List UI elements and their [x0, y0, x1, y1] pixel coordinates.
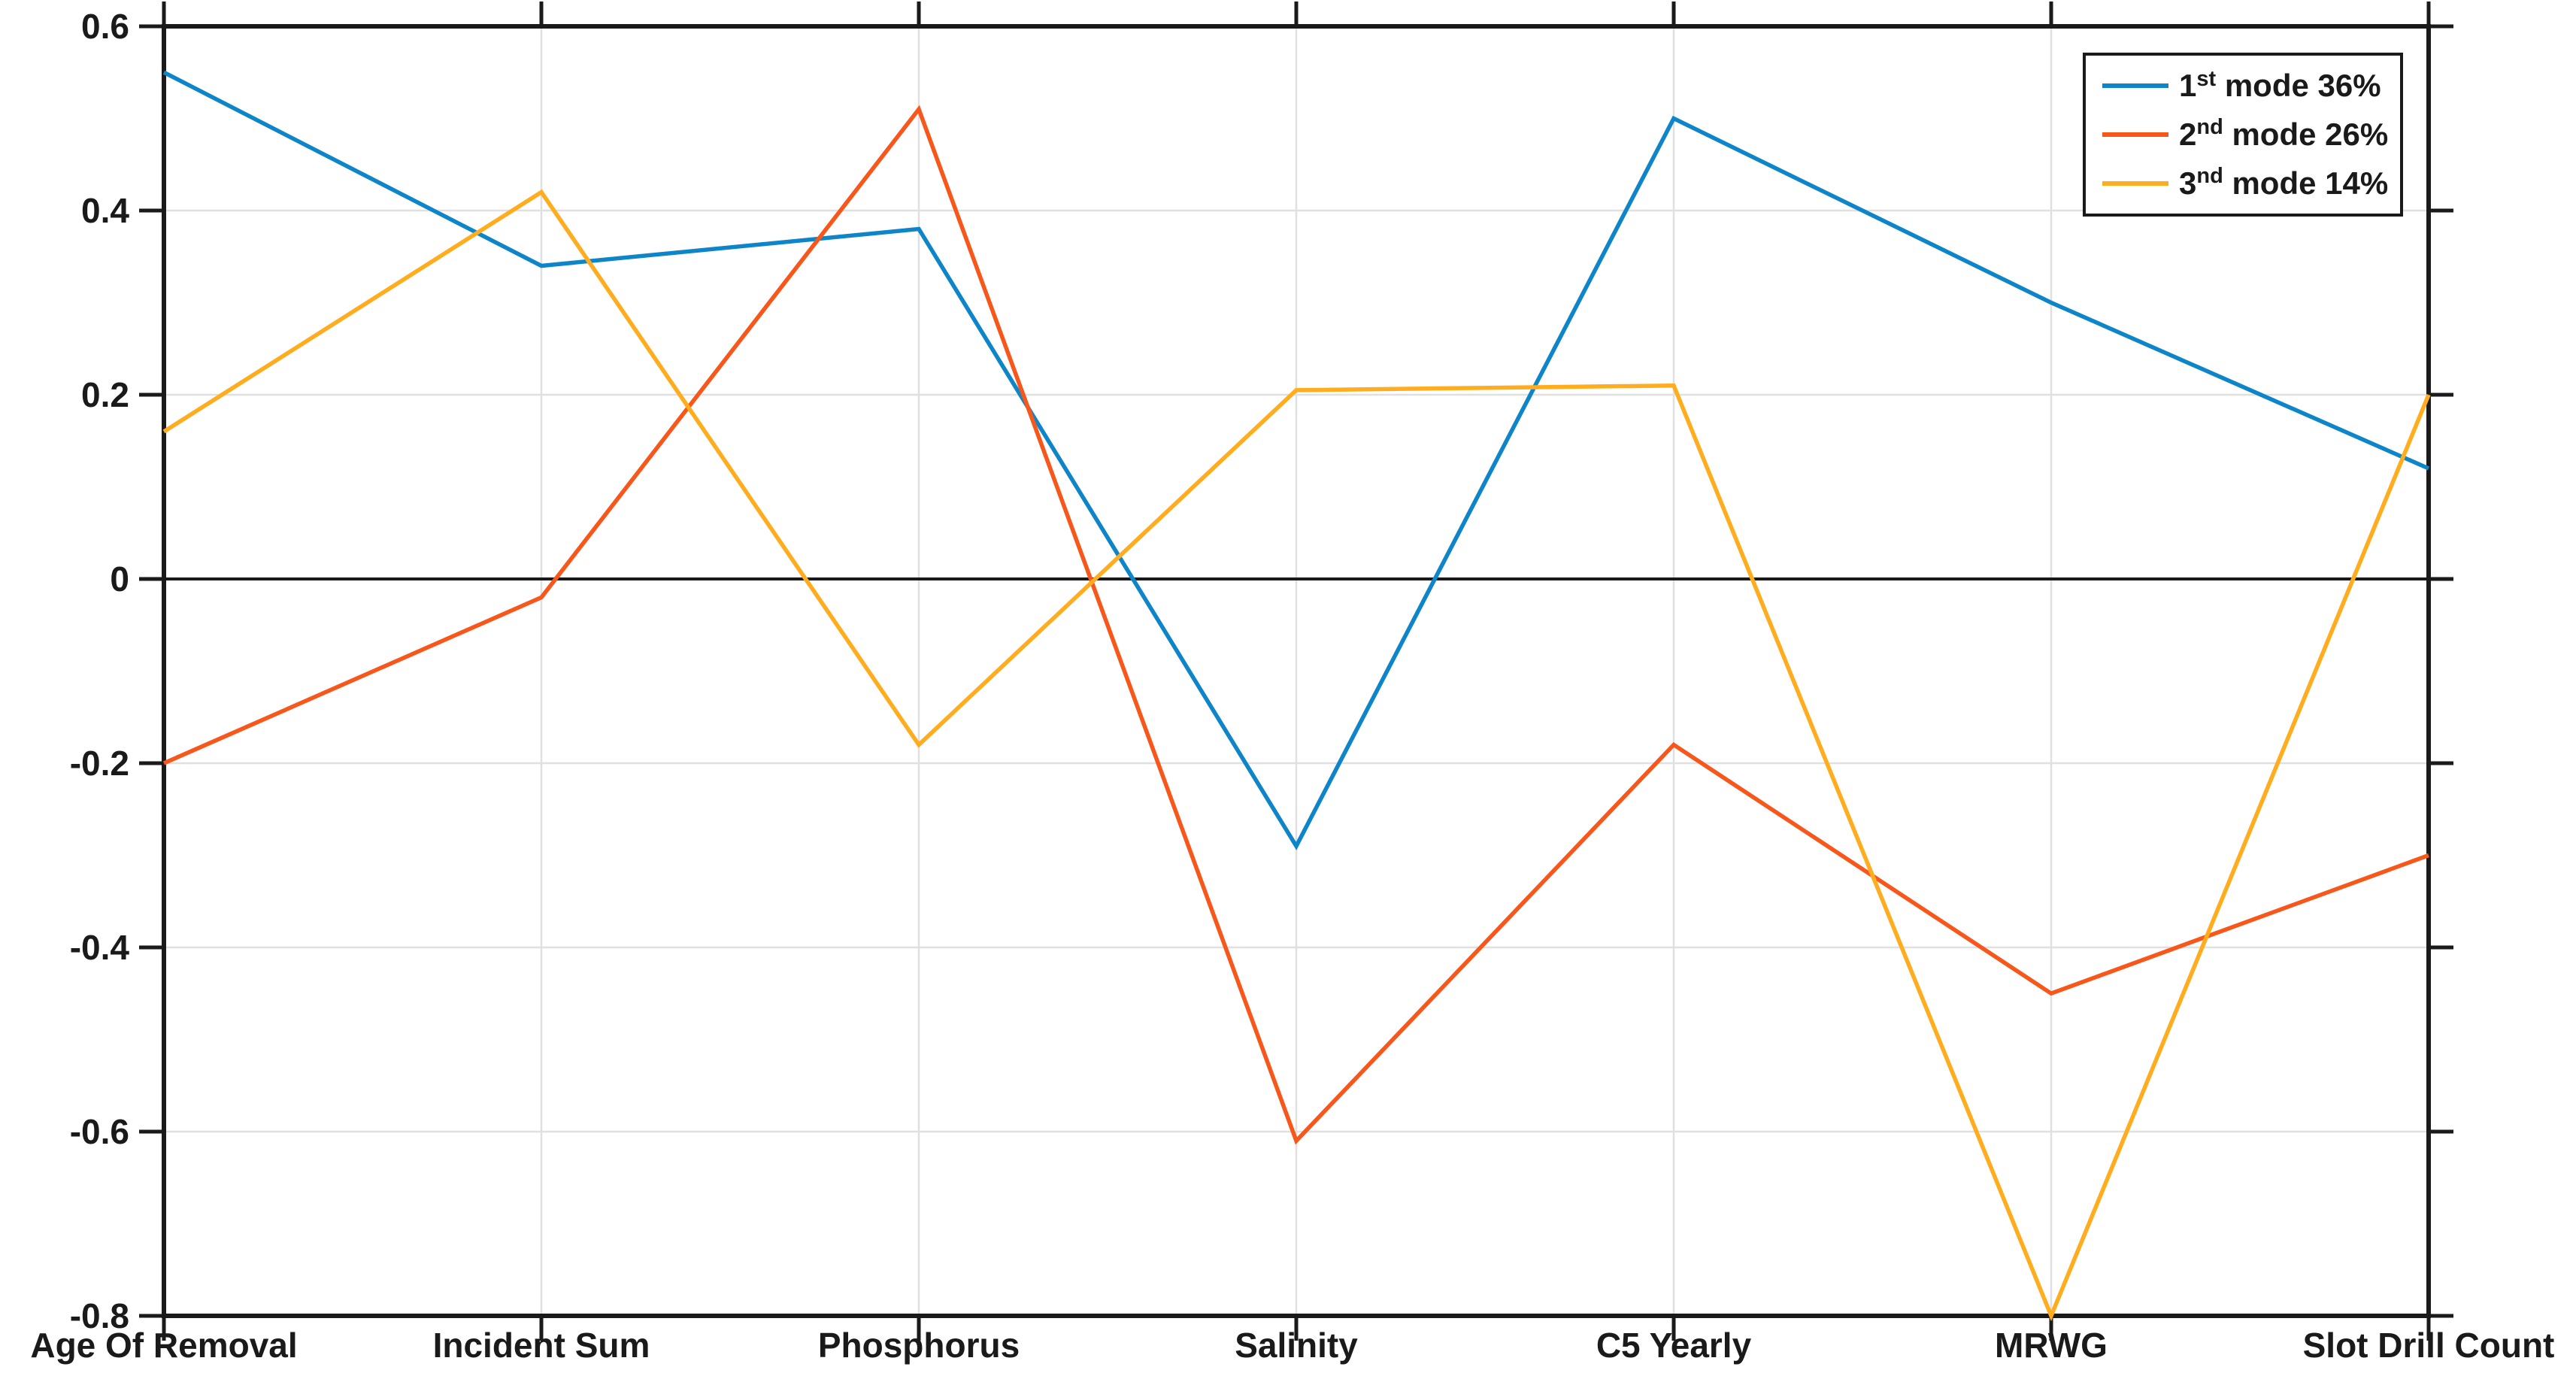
- y-axis-tick-label: 0.6: [81, 7, 129, 46]
- series-line-2nd-mode-26-: [162, 105, 2429, 1145]
- y-axis-tick-label: -0.6: [69, 1112, 129, 1151]
- legend: 1st mode 36% 2nd mode 26% 3nd mode 14%: [2083, 53, 2403, 217]
- legend-line-sample-icon: [2102, 132, 2168, 137]
- y-axis-tick-label: -0.2: [69, 744, 129, 783]
- x-axis-tick-label: C5 Yearly: [1596, 1326, 1752, 1365]
- y-axis-tick-label: -0.4: [69, 928, 129, 967]
- series-line-3nd-mode-14-: [162, 189, 2431, 1322]
- y-axis-tick-label: -0.8: [69, 1296, 129, 1335]
- x-axis-tick-label: Phosphorus: [817, 1326, 1020, 1365]
- legend-line-sample-icon: [2102, 180, 2168, 186]
- y-axis-tick-label: 0.2: [81, 375, 129, 414]
- y-axis-tick-label: 0: [110, 559, 129, 599]
- legend-line-sample-icon: [2102, 83, 2168, 89]
- legend-entry: 2nd mode 26%: [2086, 112, 2400, 157]
- axes-border: [162, 24, 2431, 1318]
- y-axis-tick-label: 0.4: [81, 191, 129, 230]
- x-axis-tick-label: Incident Sum: [432, 1326, 650, 1365]
- x-axis-tick-label: Age Of Removal: [30, 1326, 298, 1365]
- legend-entry: 3nd mode 14%: [2086, 161, 2400, 206]
- legend-entry-label: 3nd mode 14%: [2179, 164, 2389, 201]
- x-axis-tick-label: Salinity: [1235, 1326, 1358, 1365]
- legend-entry-label: 1st mode 36%: [2179, 66, 2381, 104]
- x-axis-tick-label: MRWG: [1995, 1326, 2108, 1365]
- legend-entry-label: 2nd mode 26%: [2179, 115, 2389, 152]
- x-axis-tick-label: Slot Drill Count: [2302, 1326, 2555, 1365]
- legend-entry: 1st mode 36%: [2086, 63, 2400, 108]
- series-line-1st-mode-36-: [162, 70, 2430, 850]
